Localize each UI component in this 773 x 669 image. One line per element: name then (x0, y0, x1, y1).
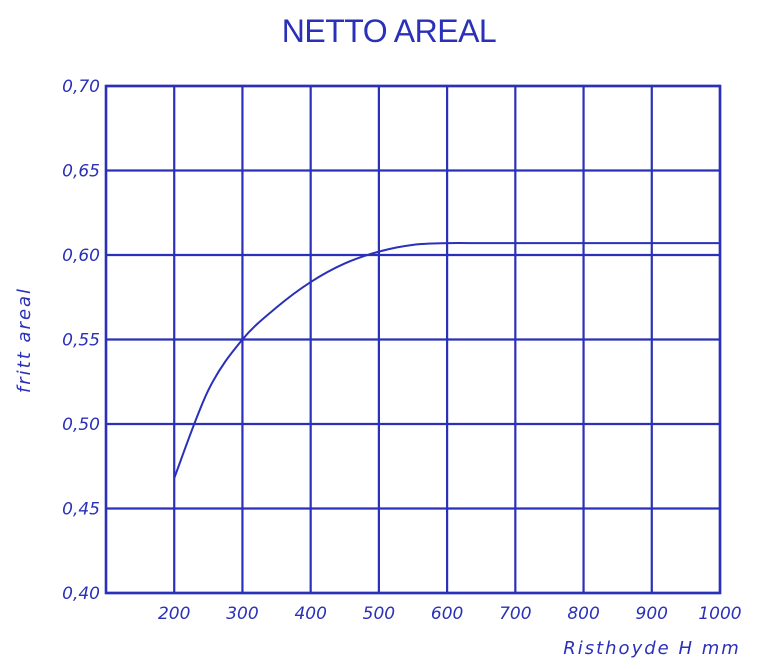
y-tick-label: 0,40 (62, 584, 100, 604)
series-curves (173, 242, 720, 479)
plot-frame (104, 84, 722, 595)
y-tick-label: 0,60 (62, 246, 100, 266)
x-tick-labels: 200 300 400 500 600 700 800 900 1000 (158, 604, 742, 624)
y-tick-label: 0,65 (62, 162, 100, 182)
y-tick-label: 0,55 (62, 331, 100, 351)
x-tick-label: 600 (431, 604, 463, 624)
series-line-0 (173, 242, 720, 479)
x-tick-label: 200 (158, 604, 190, 624)
x-axis-label: Risthoyde H mm (563, 638, 741, 659)
x-tick-label: 1000 (698, 604, 741, 624)
y-tick-label: 0,50 (62, 415, 100, 435)
chart-title: NETTO AREAL (282, 13, 496, 49)
x-tick-label: 700 (499, 604, 531, 624)
x-tick-label: 800 (567, 604, 599, 624)
y-axis-label: fritt areal (14, 287, 35, 393)
x-tick-label: 400 (294, 604, 326, 624)
y-tick-label: 0,45 (62, 500, 100, 520)
x-tick-label: 900 (636, 604, 668, 624)
x-tick-label: 300 (226, 604, 258, 624)
y-tick-label: 0,70 (62, 77, 100, 97)
grid (106, 84, 722, 595)
y-tick-labels: 0,70 0,65 0,60 0,55 0,50 0,45 0,40 (62, 77, 100, 604)
x-tick-label: 500 (363, 604, 395, 624)
